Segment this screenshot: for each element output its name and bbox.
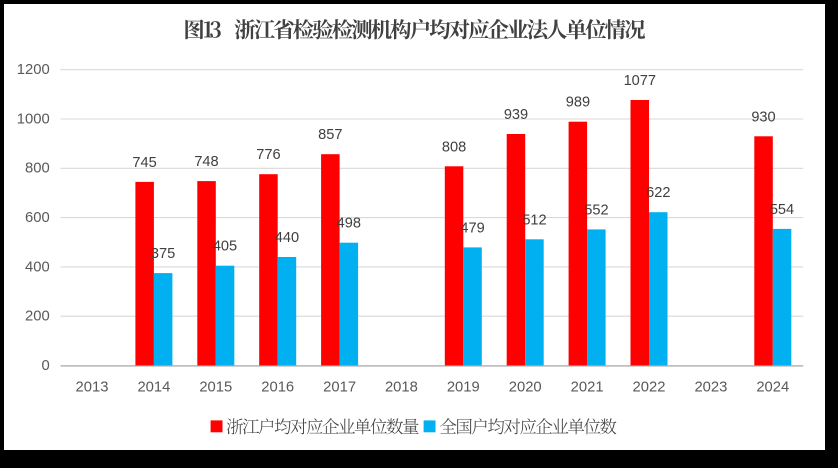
svg-text:440: 440 [275, 230, 299, 246]
svg-text:748: 748 [194, 154, 218, 170]
svg-text:512: 512 [522, 212, 546, 228]
svg-text:2018: 2018 [385, 380, 418, 396]
svg-text:939: 939 [504, 107, 528, 123]
svg-text:989: 989 [566, 95, 590, 111]
svg-text:2022: 2022 [633, 380, 666, 396]
svg-text:808: 808 [442, 139, 466, 155]
svg-text:776: 776 [256, 147, 280, 163]
svg-text:2013: 2013 [76, 380, 109, 396]
svg-text:930: 930 [751, 109, 775, 125]
svg-text:2014: 2014 [137, 380, 170, 396]
svg-text:2019: 2019 [447, 380, 480, 396]
svg-text:554: 554 [770, 202, 794, 218]
svg-text:0: 0 [41, 358, 49, 374]
svg-text:2021: 2021 [571, 380, 604, 396]
svg-text:1000: 1000 [17, 111, 50, 127]
svg-text:200: 200 [25, 309, 50, 325]
svg-text:498: 498 [337, 216, 361, 232]
svg-text:400: 400 [25, 259, 50, 275]
svg-text:479: 479 [460, 220, 484, 236]
svg-text:1200: 1200 [17, 62, 50, 78]
svg-text:2016: 2016 [261, 380, 294, 396]
svg-text:2017: 2017 [323, 380, 356, 396]
svg-text:1077: 1077 [624, 73, 656, 89]
svg-text:552: 552 [584, 202, 608, 218]
svg-text:745: 745 [132, 155, 156, 171]
svg-text:2023: 2023 [694, 380, 727, 396]
svg-text:600: 600 [25, 210, 50, 226]
svg-text:800: 800 [25, 161, 50, 177]
svg-text:2020: 2020 [509, 380, 542, 396]
svg-text:2015: 2015 [199, 380, 232, 396]
svg-text:857: 857 [318, 127, 342, 143]
svg-text:2024: 2024 [756, 380, 789, 396]
svg-text:622: 622 [646, 185, 670, 201]
svg-text:405: 405 [213, 239, 237, 255]
svg-text:375: 375 [151, 246, 175, 262]
